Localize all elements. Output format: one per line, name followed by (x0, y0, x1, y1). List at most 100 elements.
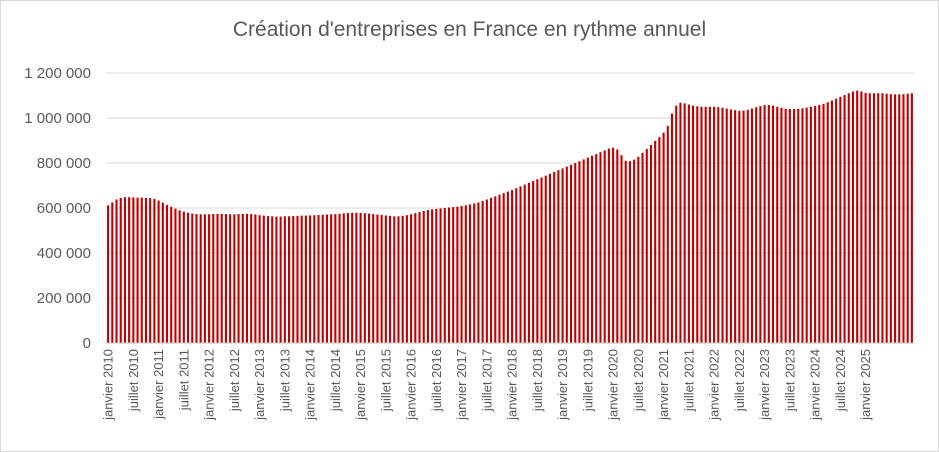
bar (317, 214, 320, 343)
bar (767, 104, 770, 343)
bar (548, 173, 552, 343)
bar (107, 205, 110, 343)
bar (616, 149, 619, 343)
bar (750, 108, 754, 343)
bar (670, 113, 674, 343)
bar (266, 216, 270, 343)
bar (182, 211, 185, 343)
bar (658, 137, 661, 344)
bar (431, 209, 434, 343)
bar (696, 106, 699, 343)
bar (814, 105, 817, 343)
bar (149, 198, 152, 343)
x-tick-label: janvier 2017 (454, 349, 469, 421)
bar (805, 107, 808, 344)
bar (367, 213, 371, 344)
bar (128, 197, 131, 343)
bar (325, 214, 328, 343)
bar (683, 103, 686, 344)
x-tick-label: juillet 2010 (126, 349, 141, 412)
bar (544, 175, 547, 343)
bar (250, 214, 253, 343)
bar (818, 104, 821, 343)
bar (877, 93, 880, 343)
bar (851, 91, 855, 343)
bar (342, 213, 345, 343)
bar (797, 108, 800, 344)
bar (902, 94, 905, 344)
bar (839, 96, 842, 343)
bar (460, 205, 463, 343)
bar (649, 145, 653, 343)
bar (132, 197, 135, 343)
bar (540, 177, 543, 343)
bar (679, 102, 682, 343)
bar (633, 159, 636, 344)
bar (161, 202, 164, 343)
bar (271, 216, 274, 343)
bar (729, 109, 732, 343)
bar (275, 216, 278, 343)
bar (115, 199, 118, 343)
bar (153, 199, 156, 343)
x-tick-label: janvier 2019 (555, 349, 570, 421)
bar (199, 214, 202, 343)
bar (889, 94, 892, 344)
bar (536, 179, 539, 343)
bar (843, 95, 846, 343)
y-tick-label: 200 000 (37, 290, 91, 307)
bar (793, 109, 796, 343)
bar (641, 152, 644, 344)
bar (410, 214, 413, 343)
bar (734, 110, 737, 344)
bar (485, 199, 488, 343)
x-tick-label: janvier 2011 (151, 349, 166, 420)
x-tick-label: janvier 2014 (303, 349, 318, 421)
bar (254, 214, 257, 343)
bar (195, 214, 198, 343)
bar (229, 214, 232, 343)
bar (212, 214, 215, 343)
bar (191, 213, 194, 344)
bar (612, 147, 615, 343)
bar (414, 213, 417, 343)
bar (692, 105, 695, 344)
x-tick-label: juillet 2017 (479, 349, 494, 412)
bar (300, 215, 303, 343)
bar (468, 204, 472, 343)
bar (624, 160, 627, 343)
bar (742, 110, 745, 343)
x-tick-label: janvier 2018 (505, 349, 520, 421)
bar (898, 94, 901, 344)
bar (746, 109, 749, 344)
bar (864, 92, 867, 343)
x-tick-label: juillet 2015 (378, 349, 393, 412)
bar (359, 212, 362, 343)
chart-title: Création d'entreprises en France en ryth… (232, 18, 707, 41)
bar (502, 193, 505, 343)
bar (170, 206, 173, 344)
bar (401, 215, 404, 344)
y-axis-tick-labels: 0 200 000 400 000 600 000 800 000 1 000 000 1 … (24, 65, 91, 352)
bar (763, 105, 766, 343)
x-tick-label: juillet 2022 (732, 349, 747, 412)
bar (393, 216, 396, 343)
bar (165, 204, 169, 343)
y-tick-label: 0 (83, 335, 91, 352)
bar (607, 148, 610, 343)
bar (628, 161, 631, 343)
bar (704, 106, 707, 343)
bar (321, 214, 324, 343)
bar (447, 207, 451, 343)
bar (237, 214, 240, 343)
bar (700, 106, 703, 343)
bar (523, 184, 526, 343)
bar (330, 214, 333, 343)
bar (187, 212, 190, 343)
bar (136, 197, 139, 343)
bar (532, 181, 535, 343)
bar (771, 105, 775, 344)
bar (304, 215, 307, 343)
bar (885, 93, 888, 343)
x-tick-label: juillet 2019 (580, 349, 595, 412)
